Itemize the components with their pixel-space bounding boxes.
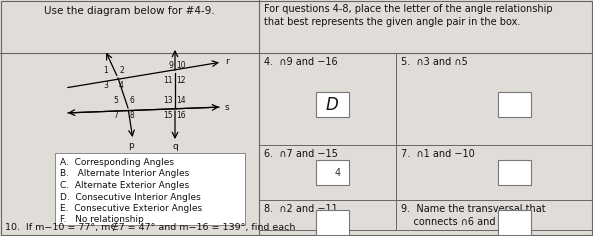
Text: 14: 14: [176, 96, 186, 105]
Bar: [498, 160, 531, 185]
Text: F.   No relationship: F. No relationship: [60, 215, 144, 224]
Text: 4: 4: [334, 169, 341, 178]
Text: s: s: [225, 102, 229, 111]
Text: 4: 4: [119, 81, 124, 90]
Bar: [316, 92, 349, 117]
Text: 11: 11: [164, 76, 173, 85]
Text: 7: 7: [113, 111, 118, 120]
Text: q: q: [172, 142, 178, 151]
Text: r: r: [225, 58, 229, 67]
Text: p: p: [128, 141, 134, 150]
Bar: [498, 92, 531, 117]
Text: 6.  ∩7 and −15: 6. ∩7 and −15: [264, 149, 338, 159]
Text: D: D: [325, 96, 338, 114]
Text: B.   Alternate Interior Angles: B. Alternate Interior Angles: [60, 169, 189, 178]
Text: 8: 8: [129, 111, 134, 120]
Text: 15: 15: [164, 111, 173, 120]
Text: 13: 13: [164, 96, 173, 105]
Text: C.  Alternate Exterior Angles: C. Alternate Exterior Angles: [60, 181, 189, 190]
Text: 3: 3: [103, 81, 108, 90]
Text: D.  Consecutive Interior Angles: D. Consecutive Interior Angles: [60, 193, 201, 202]
Text: Use the diagram below for #4-9.: Use the diagram below for #4-9.: [44, 6, 215, 16]
Text: A.  Corresponding Angles: A. Corresponding Angles: [60, 158, 174, 167]
Text: 6: 6: [129, 96, 134, 105]
Text: 12: 12: [176, 76, 186, 85]
Text: 5.  ∩3 and ∩5: 5. ∩3 and ∩5: [401, 57, 468, 67]
Text: 16: 16: [176, 111, 186, 120]
Bar: [55, 153, 245, 225]
Text: 9: 9: [168, 61, 173, 70]
Text: For questions 4-8, place the letter of the angle relationship
that best represen: For questions 4-8, place the letter of t…: [264, 4, 553, 27]
Text: 7.  ∩1 and −10: 7. ∩1 and −10: [401, 149, 475, 159]
Text: 10: 10: [176, 61, 186, 70]
Text: 1: 1: [103, 66, 108, 75]
Bar: [498, 210, 531, 235]
Bar: [316, 160, 349, 185]
Text: 8.  ∩2 and −11: 8. ∩2 and −11: [264, 204, 338, 214]
Bar: [316, 210, 349, 235]
Text: E.  Consecutive Exterior Angles: E. Consecutive Exterior Angles: [60, 204, 202, 213]
Text: 4.  ∩9 and −16: 4. ∩9 and −16: [264, 57, 338, 67]
Text: 2: 2: [119, 66, 124, 75]
Text: 10.  If m−10 = 77°, m∉7 = 47° and m−16 = 139°, find each: 10. If m−10 = 77°, m∉7 = 47° and m−16 = …: [5, 224, 295, 233]
Text: 5: 5: [113, 96, 118, 105]
Text: 9.  Name the transversal that
    connects ∩6 and −13.: 9. Name the transversal that connects ∩6…: [401, 204, 546, 227]
